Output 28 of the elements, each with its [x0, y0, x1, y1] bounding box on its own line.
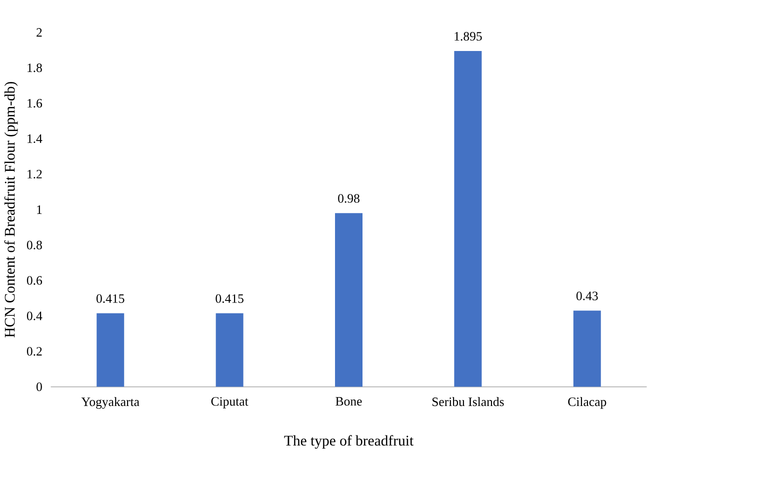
data-label: 0.415 [216, 294, 244, 304]
y-tick-label: 0.2 [26, 347, 42, 356]
y-tick-label: 2 [36, 28, 42, 37]
x-axis-title: The type of breadfruit [284, 435, 414, 449]
data-label: 0.98 [338, 194, 360, 203]
y-tick-label: 0.4 [26, 312, 42, 320]
y-tick-label: 1.4 [28, 134, 42, 144]
x-tick-label: Yogyakarta [81, 397, 140, 409]
x-tick-label: Ciputat [211, 397, 248, 408]
bar [573, 310, 601, 387]
bar [216, 313, 244, 387]
y-tick-label: 0.6 [26, 276, 42, 285]
y-axis-title: HCN Content of Breadfruit Flour (ppm-db) [4, 82, 18, 338]
bar [96, 313, 124, 387]
bar [335, 213, 363, 387]
data-label: 0.415 [96, 294, 124, 304]
x-tick-label: Cilacap [568, 397, 606, 409]
data-label: 1.895 [454, 32, 482, 41]
y-tick-label: 1.6 [28, 99, 42, 108]
y-tick-label: 0 [36, 382, 42, 392]
y-tick-label: 1.8 [28, 64, 42, 72]
x-tick-label: Seribu Islands [432, 397, 504, 406]
y-tick-label: 1.2 [28, 170, 42, 179]
data-label: 0.43 [576, 292, 598, 300]
x-tick-label: Bone [336, 397, 362, 406]
y-tick-label: 1 [37, 206, 42, 214]
bar [454, 51, 482, 387]
y-tick-label: 0.8 [26, 240, 42, 250]
